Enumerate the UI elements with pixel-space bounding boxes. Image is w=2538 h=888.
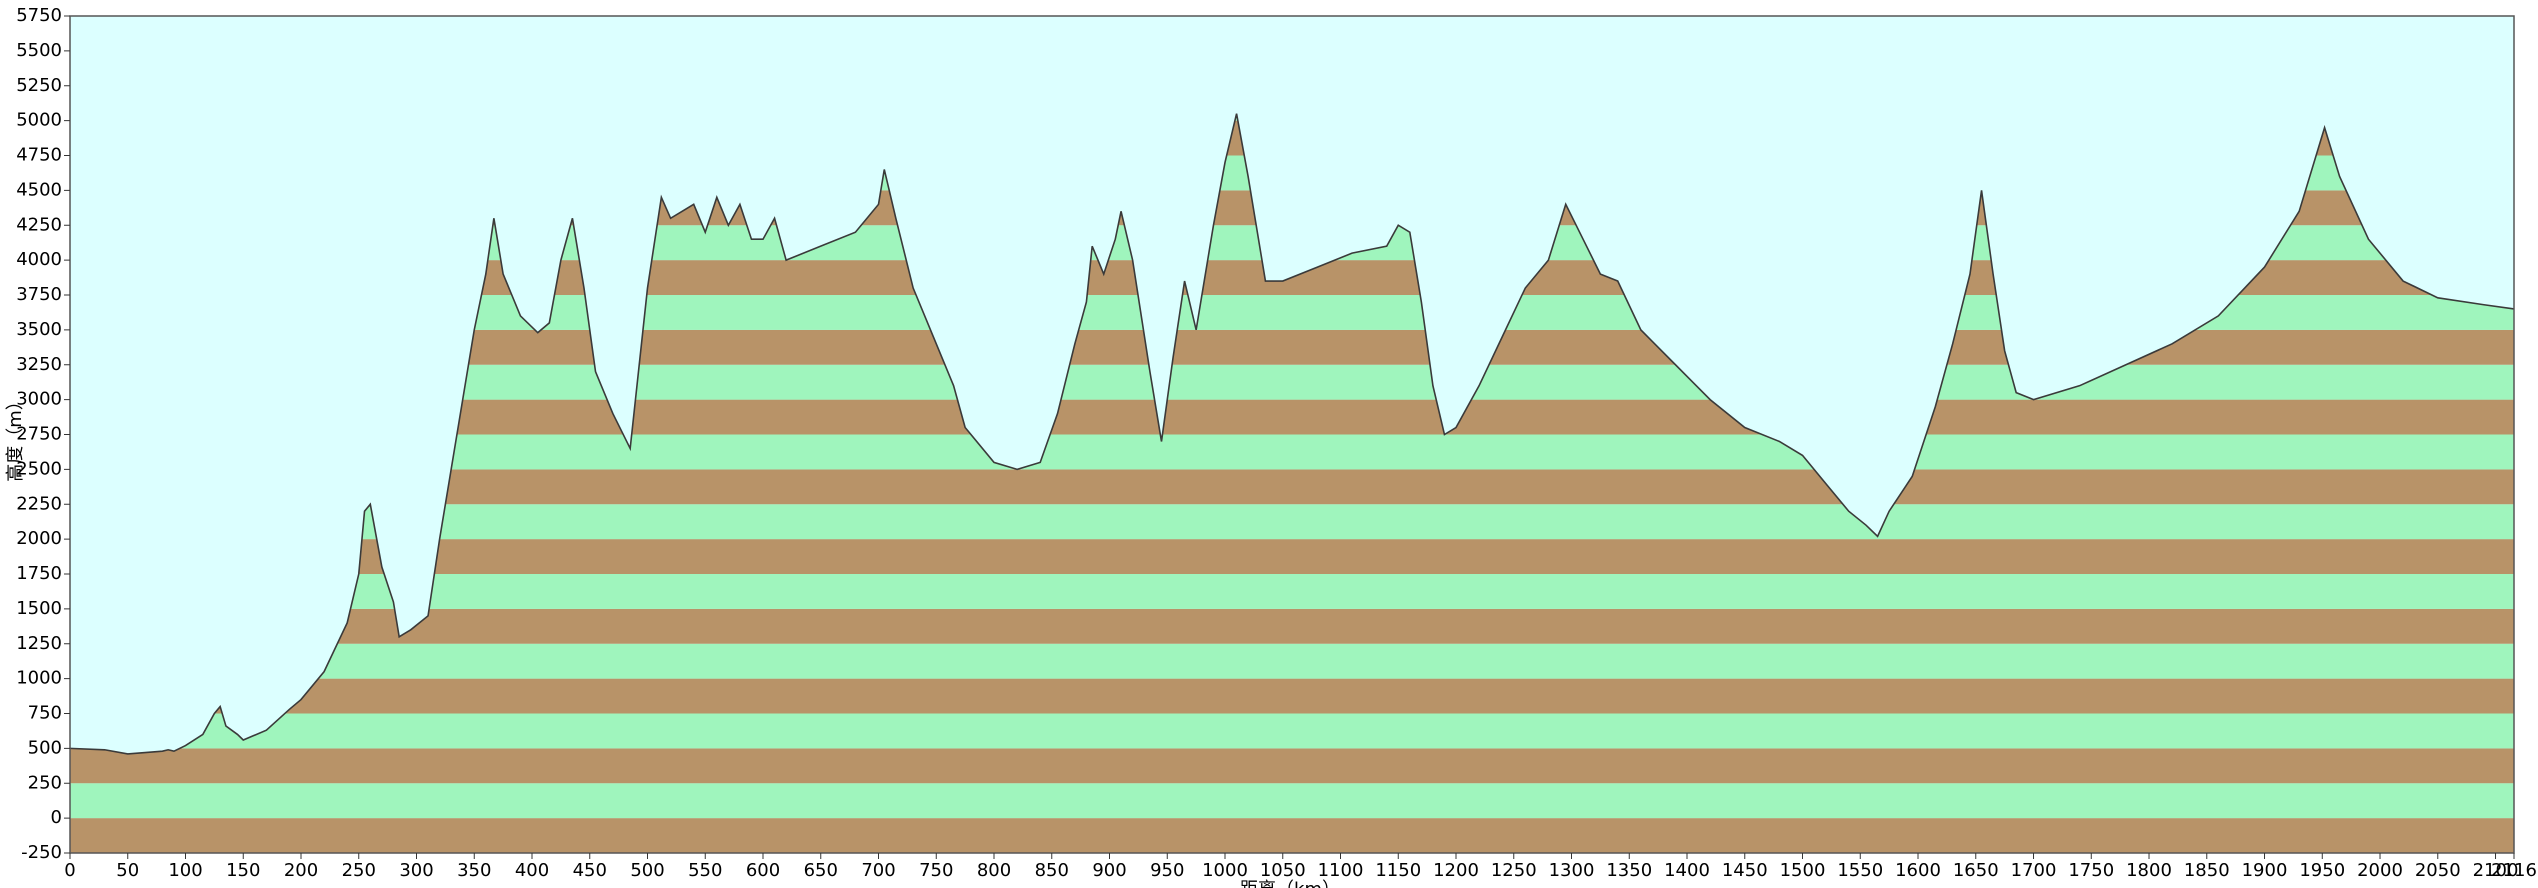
y-tick-label: 3000 bbox=[16, 389, 62, 410]
x-tick-label: 300 bbox=[399, 860, 433, 881]
y-tick-label: 750 bbox=[28, 703, 62, 724]
x-tick-label: 500 bbox=[630, 860, 664, 881]
x-tick-label: 1000 bbox=[1202, 860, 1248, 881]
x-tick-label: 1500 bbox=[1780, 860, 1826, 881]
x-tick-label: 1550 bbox=[1837, 860, 1883, 881]
y-tick-label: 1750 bbox=[16, 563, 62, 584]
elevation-stripe bbox=[70, 469, 2514, 505]
x-tick-label: 600 bbox=[746, 860, 780, 881]
y-tick-label: 2750 bbox=[16, 424, 62, 445]
elevation-stripe bbox=[70, 818, 2514, 853]
x-tick-label: 250 bbox=[342, 860, 376, 881]
y-tick-label: 2000 bbox=[16, 528, 62, 549]
x-tick-label: 0 bbox=[64, 860, 75, 881]
elevation-stripe bbox=[70, 539, 2514, 574]
x-tick-label: 900 bbox=[1092, 860, 1126, 881]
x-axis-label: 距离（km） bbox=[1240, 879, 1340, 888]
x-tick-label: 1300 bbox=[1549, 860, 1595, 881]
elevation-stripe bbox=[70, 783, 2514, 819]
x-tick-label: 350 bbox=[457, 860, 491, 881]
x-tick-label: 1900 bbox=[2242, 860, 2288, 881]
y-tick-label: 3500 bbox=[16, 319, 62, 340]
elevation-stripe bbox=[70, 643, 2514, 679]
y-tick-label: 3250 bbox=[16, 354, 62, 375]
y-tick-label: 4500 bbox=[16, 179, 62, 200]
y-tick-label: 5000 bbox=[16, 110, 62, 131]
x-tick-label: 200 bbox=[284, 860, 318, 881]
elevation-stripe bbox=[70, 748, 2514, 784]
x-tick-label: 100 bbox=[168, 860, 202, 881]
x-tick-label: 950 bbox=[1150, 860, 1184, 881]
y-tick-label: 4750 bbox=[16, 145, 62, 166]
x-tick-label: 1800 bbox=[2126, 860, 2172, 881]
y-tick-label: 5750 bbox=[16, 5, 62, 26]
x-tick-label: 1850 bbox=[2184, 860, 2230, 881]
x-tick-label: 1350 bbox=[1606, 860, 1652, 881]
y-tick-label: 5250 bbox=[16, 75, 62, 96]
elevation-stripe bbox=[70, 434, 2514, 470]
elevation-stripe bbox=[70, 713, 2514, 749]
x-tick-label: 850 bbox=[1035, 860, 1069, 881]
x-tick-label: 1650 bbox=[1953, 860, 1999, 881]
y-tick-label: 1250 bbox=[16, 633, 62, 654]
x-tick-label: 150 bbox=[226, 860, 260, 881]
y-tick-label: 500 bbox=[28, 737, 62, 758]
elevation-line bbox=[69, 113, 2515, 755]
x-tick-label: 550 bbox=[688, 860, 722, 881]
y-tick-label: 4000 bbox=[16, 249, 62, 270]
x-tick-label: 650 bbox=[804, 860, 838, 881]
x-tick-label: 1950 bbox=[2299, 860, 2345, 881]
elevation-stripe bbox=[70, 504, 2514, 540]
x-tick-label: 50 bbox=[116, 860, 139, 881]
x-tick-label: 800 bbox=[977, 860, 1011, 881]
x-tick-label: 1150 bbox=[1375, 860, 1421, 881]
elevation-stripe bbox=[70, 574, 2514, 609]
x-tick-label: 2000 bbox=[2357, 860, 2403, 881]
y-tick-label: 4250 bbox=[16, 214, 62, 235]
y-tick-label: 2250 bbox=[16, 493, 62, 514]
x-tick-label: 1250 bbox=[1491, 860, 1537, 881]
x-tick-label: 1200 bbox=[1433, 860, 1479, 881]
y-tick-label: 2500 bbox=[16, 458, 62, 479]
y-tick-label: -250 bbox=[21, 842, 62, 863]
x-tick-label: 2100 bbox=[2473, 860, 2519, 881]
x-tick-label: 1050 bbox=[1260, 860, 1306, 881]
x-tick-label: 1700 bbox=[2011, 860, 2057, 881]
y-tick-label: 1000 bbox=[16, 668, 62, 689]
elevation-stripe bbox=[70, 608, 2514, 644]
x-tick-label: 2050 bbox=[2415, 860, 2461, 881]
y-tick-label: 0 bbox=[51, 807, 62, 828]
x-tick-label: 750 bbox=[919, 860, 953, 881]
y-tick-label: 5500 bbox=[16, 40, 62, 61]
x-tick-label: 400 bbox=[515, 860, 549, 881]
y-tick-label: 250 bbox=[28, 772, 62, 793]
y-axis-label: 高度（m） bbox=[5, 392, 26, 482]
x-tick-label: 1100 bbox=[1318, 860, 1364, 881]
x-tick-label: 2116 bbox=[2491, 860, 2537, 881]
elevation-stripe bbox=[70, 399, 2514, 435]
x-tick-label: 1600 bbox=[1895, 860, 1941, 881]
x-tick-label: 700 bbox=[861, 860, 895, 881]
x-tick-label: 1400 bbox=[1664, 860, 1710, 881]
y-tick-label: 1500 bbox=[16, 598, 62, 619]
x-tick-label: 1750 bbox=[2068, 860, 2114, 881]
y-tick-label: 3750 bbox=[16, 284, 62, 305]
x-tick-label: 1450 bbox=[1722, 860, 1768, 881]
x-tick-label: 450 bbox=[573, 860, 607, 881]
elevation-stripe bbox=[70, 678, 2514, 714]
